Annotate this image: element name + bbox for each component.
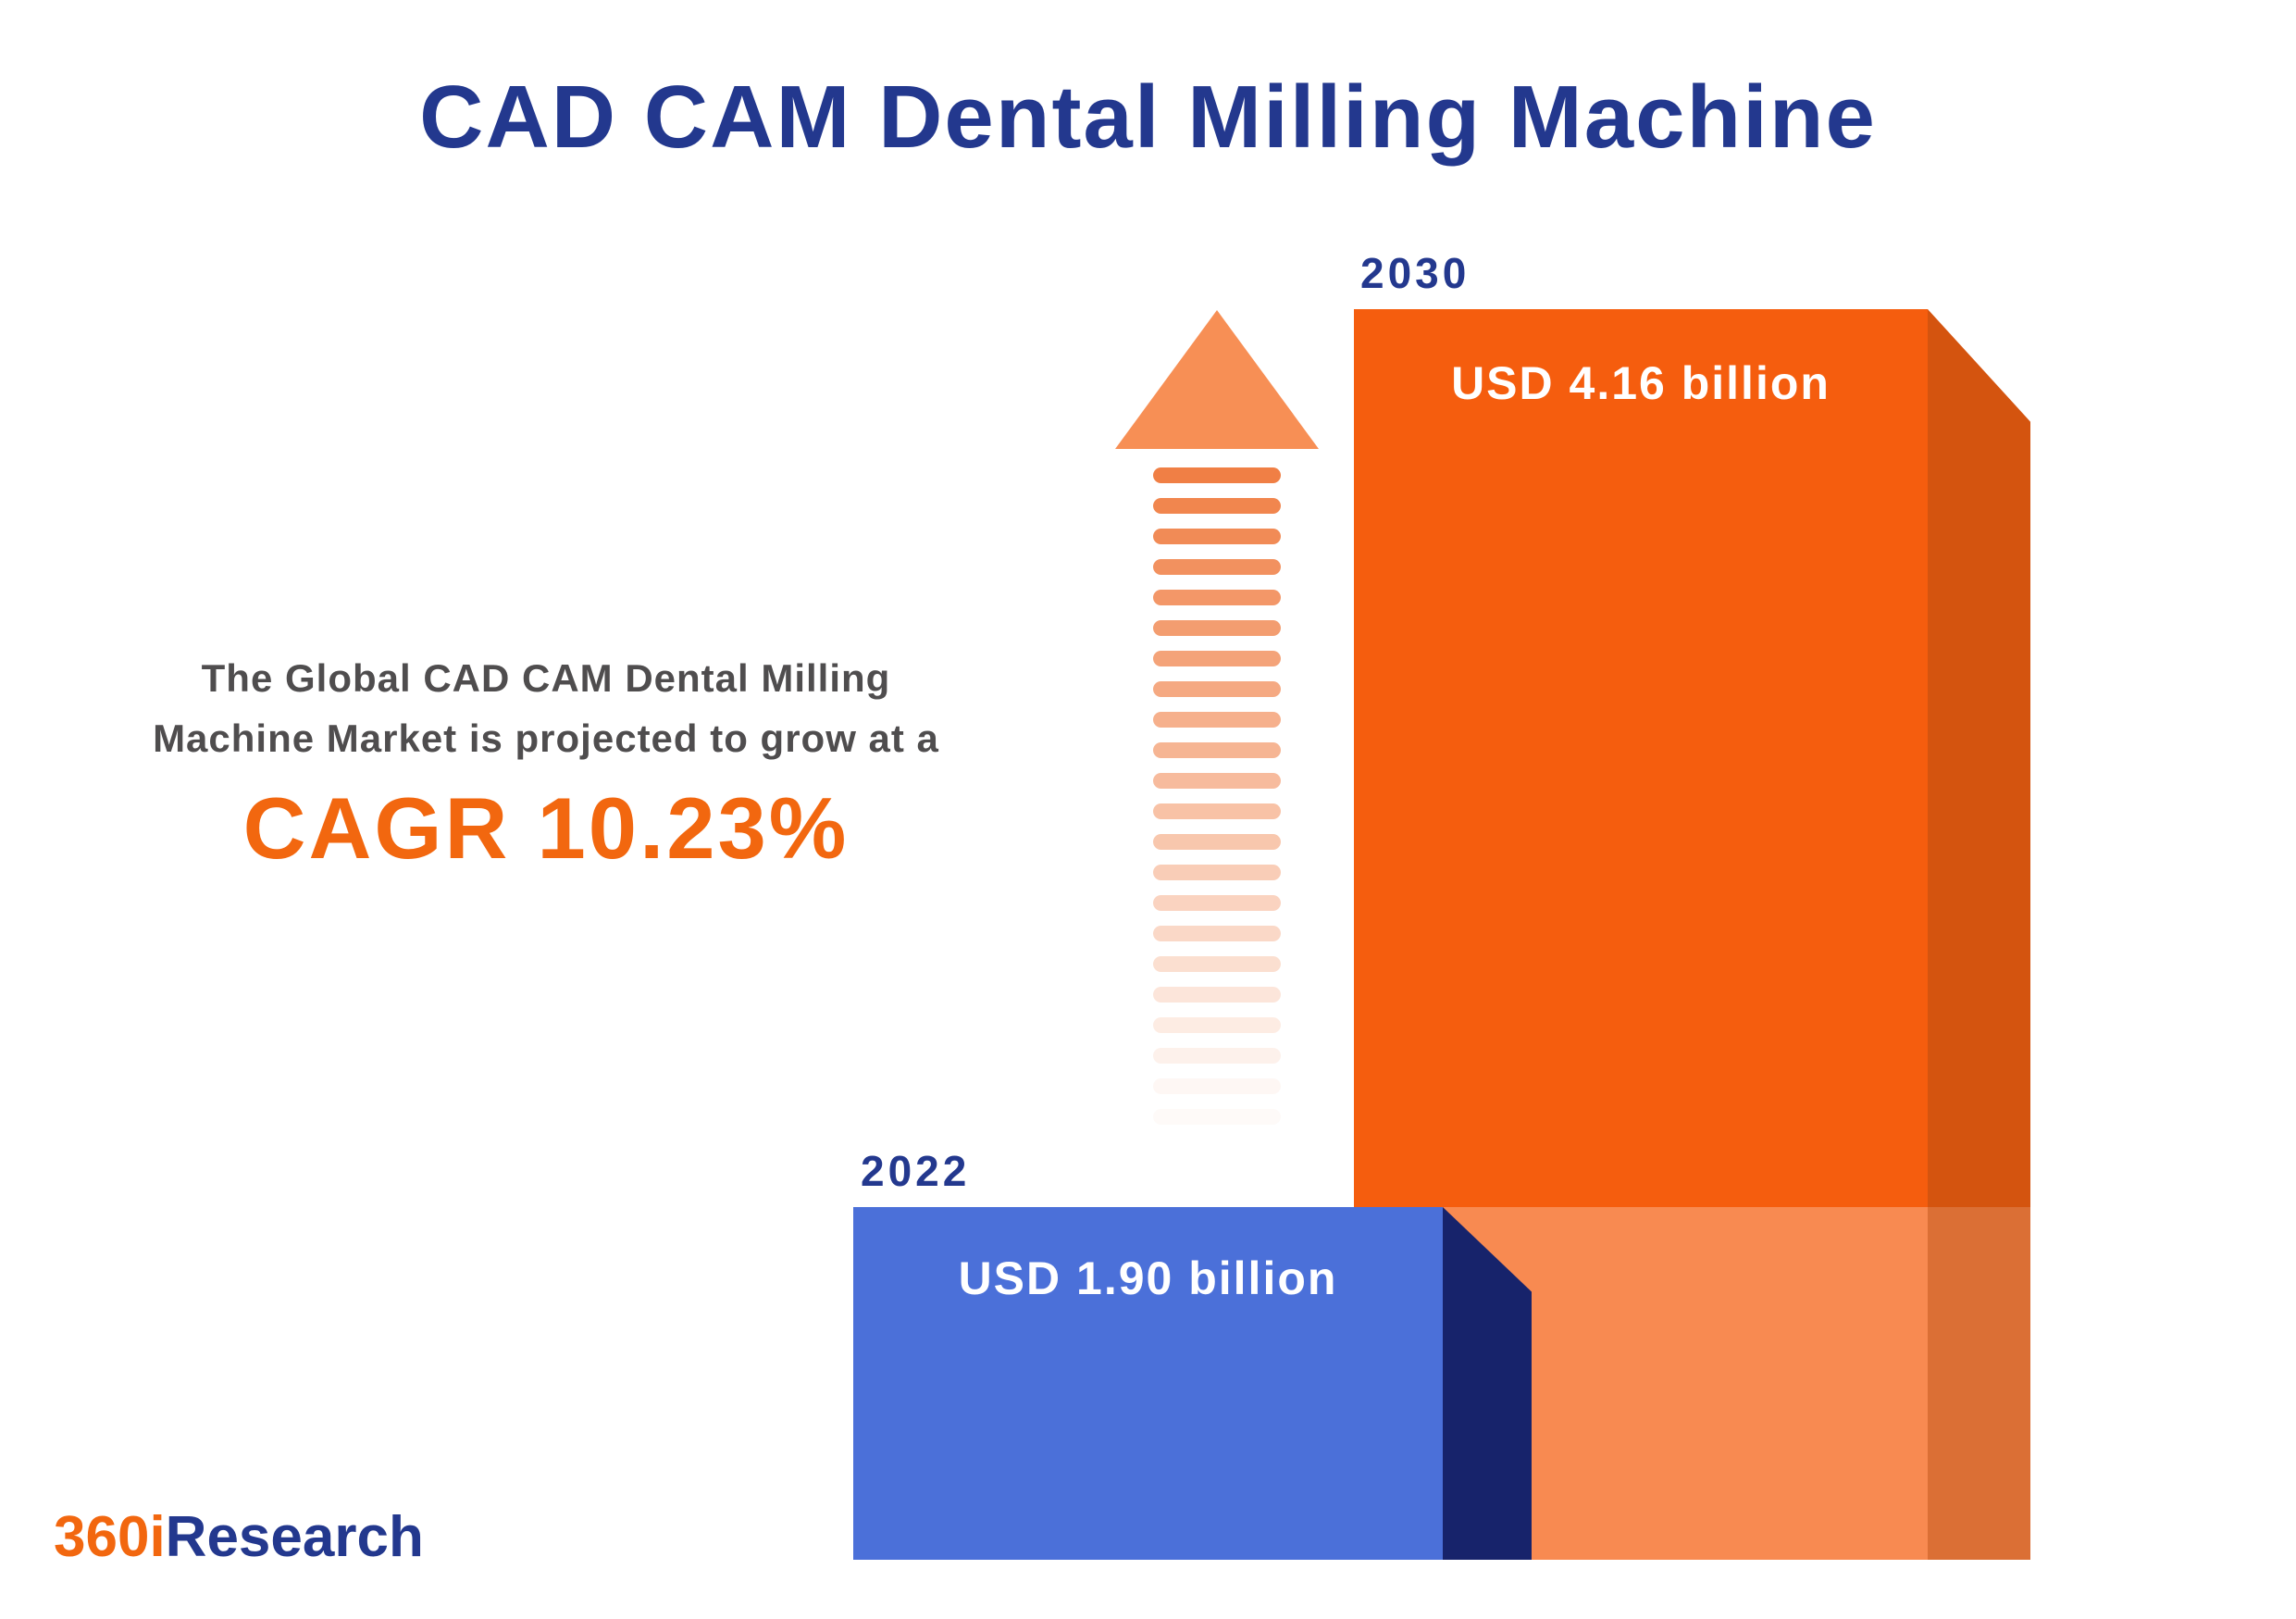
- cagr-value: CAGR 10.23%: [242, 779, 850, 878]
- bar-2030-value-label: USD 4.16 billion: [1451, 357, 1831, 409]
- page-title: CAD CAM Dental Milling Machine: [419, 68, 1877, 167]
- bar-2022-year-label: 2022: [861, 1147, 971, 1195]
- bar-2030-year-label: 2030: [1360, 249, 1471, 297]
- description-line2: Machine Market is projected to grow at a: [153, 716, 939, 761]
- growth-arrow-stripes-icon: [1153, 467, 1281, 1140]
- description-block: The Global CAD CAM Dental Milling Machin…: [37, 648, 1055, 872]
- brand-logo: 360iResearch: [54, 1504, 424, 1570]
- bar-2030-side-lower-shade: [1928, 1207, 2030, 1560]
- brand-logo-prefix: 360i: [54, 1505, 166, 1569]
- bar-2022-front: [853, 1207, 1443, 1560]
- bar-2022-value-label: USD 1.90 billion: [958, 1252, 1338, 1304]
- growth-arrow-head-icon: [1115, 310, 1319, 449]
- bar-2030-side: [1928, 309, 2030, 1560]
- description-line1: The Global CAD CAM Dental Milling: [201, 656, 891, 700]
- brand-logo-suffix: Research: [165, 1505, 424, 1569]
